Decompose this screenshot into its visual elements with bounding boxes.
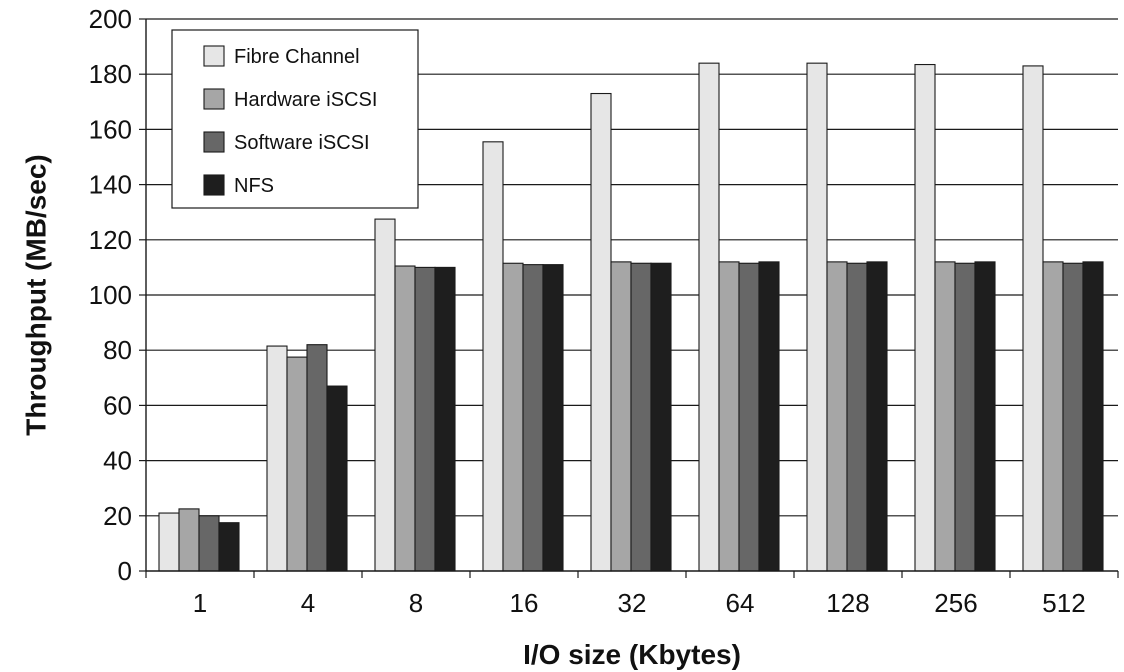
bar-fibre-channel-1 <box>158 512 180 572</box>
bar-nfs-32 <box>650 262 672 572</box>
bar-nfs-16 <box>542 264 564 572</box>
bar-hardware-iscsi-4 <box>286 356 308 572</box>
bar-fibre-channel-256 <box>914 63 936 572</box>
bar-hardware-iscsi-256 <box>934 261 956 572</box>
x-tick-label: 256 <box>934 588 977 618</box>
bar-hardware-iscsi-128 <box>826 261 848 572</box>
bar-fibre-channel-8 <box>374 218 396 572</box>
bar-nfs-128 <box>866 261 888 572</box>
bar-software-iscsi-256 <box>954 262 976 572</box>
bar-software-iscsi-512 <box>1062 262 1084 572</box>
legend-label: Fibre Channel <box>234 46 360 68</box>
bar-hardware-iscsi-16 <box>502 262 524 572</box>
tick-labels: 0 20 40 60 80 100 120 140 160 180 200 1 4 8 16 32 64 128 2… <box>89 4 1086 618</box>
x-tick-label: 128 <box>826 588 869 618</box>
bar-nfs-1 <box>218 522 240 572</box>
bar-software-iscsi-1 <box>198 515 220 572</box>
bar-software-iscsi-16 <box>522 264 544 572</box>
legend-swatch <box>203 131 225 153</box>
y-tick-label: 0 <box>118 556 132 586</box>
y-tick-label: 160 <box>89 114 132 144</box>
bar-software-iscsi-64 <box>738 262 760 572</box>
legend-swatch <box>203 45 225 67</box>
legend-label: Software iSCSI <box>234 132 370 154</box>
y-tick-label: 20 <box>103 501 132 531</box>
bar-software-iscsi-128 <box>846 262 868 572</box>
y-tick-label: 100 <box>89 280 132 310</box>
y-tick-label: 60 <box>103 390 132 420</box>
bars <box>158 62 1104 572</box>
bar-software-iscsi-32 <box>630 262 652 572</box>
legend-swatch <box>203 174 225 196</box>
x-tick-label: 32 <box>618 588 647 618</box>
x-tick-label: 512 <box>1042 588 1085 618</box>
bar-hardware-iscsi-8 <box>394 265 416 572</box>
bar-fibre-channel-4 <box>266 345 288 572</box>
y-tick-label: 200 <box>89 4 132 34</box>
y-tick-label: 140 <box>89 170 132 200</box>
y-axis-title: Throughput (MB/sec) <box>20 154 51 436</box>
legend: Fibre Channel Hardware iSCSI Software iSCS… <box>171 29 419 209</box>
y-tick-label: 180 <box>89 59 132 89</box>
bar-software-iscsi-4 <box>306 344 328 572</box>
x-tick-label: 1 <box>193 588 207 618</box>
bar-software-iscsi-8 <box>414 266 436 572</box>
y-tick-label: 40 <box>103 446 132 476</box>
x-tick-label: 64 <box>726 588 755 618</box>
bar-hardware-iscsi-512 <box>1042 261 1064 572</box>
bar-fibre-channel-128 <box>806 62 828 572</box>
axes <box>139 18 1119 578</box>
bar-hardware-iscsi-64 <box>718 261 740 572</box>
bar-fibre-channel-16 <box>482 141 504 572</box>
bar-hardware-iscsi-32 <box>610 261 632 572</box>
y-tick-label: 120 <box>89 225 132 255</box>
bar-fibre-channel-64 <box>698 62 720 572</box>
bar-nfs-256 <box>974 261 996 572</box>
x-tick-label: 16 <box>510 588 539 618</box>
legend-swatch <box>203 88 225 110</box>
bar-nfs-64 <box>758 261 780 572</box>
legend-label: NFS <box>234 175 274 197</box>
legend-label: Hardware iSCSI <box>234 89 377 111</box>
x-tick-label: 4 <box>301 588 315 618</box>
bar-fibre-channel-512 <box>1022 65 1044 572</box>
bar-nfs-4 <box>326 385 348 572</box>
bar-nfs-512 <box>1082 261 1104 572</box>
bar-nfs-8 <box>434 266 456 572</box>
bar-fibre-channel-32 <box>590 92 612 572</box>
x-axis-title: I/O size (Kbytes) <box>523 639 741 670</box>
y-tick-label: 80 <box>103 335 132 365</box>
bar-hardware-iscsi-1 <box>178 508 200 572</box>
x-tick-label: 8 <box>409 588 423 618</box>
